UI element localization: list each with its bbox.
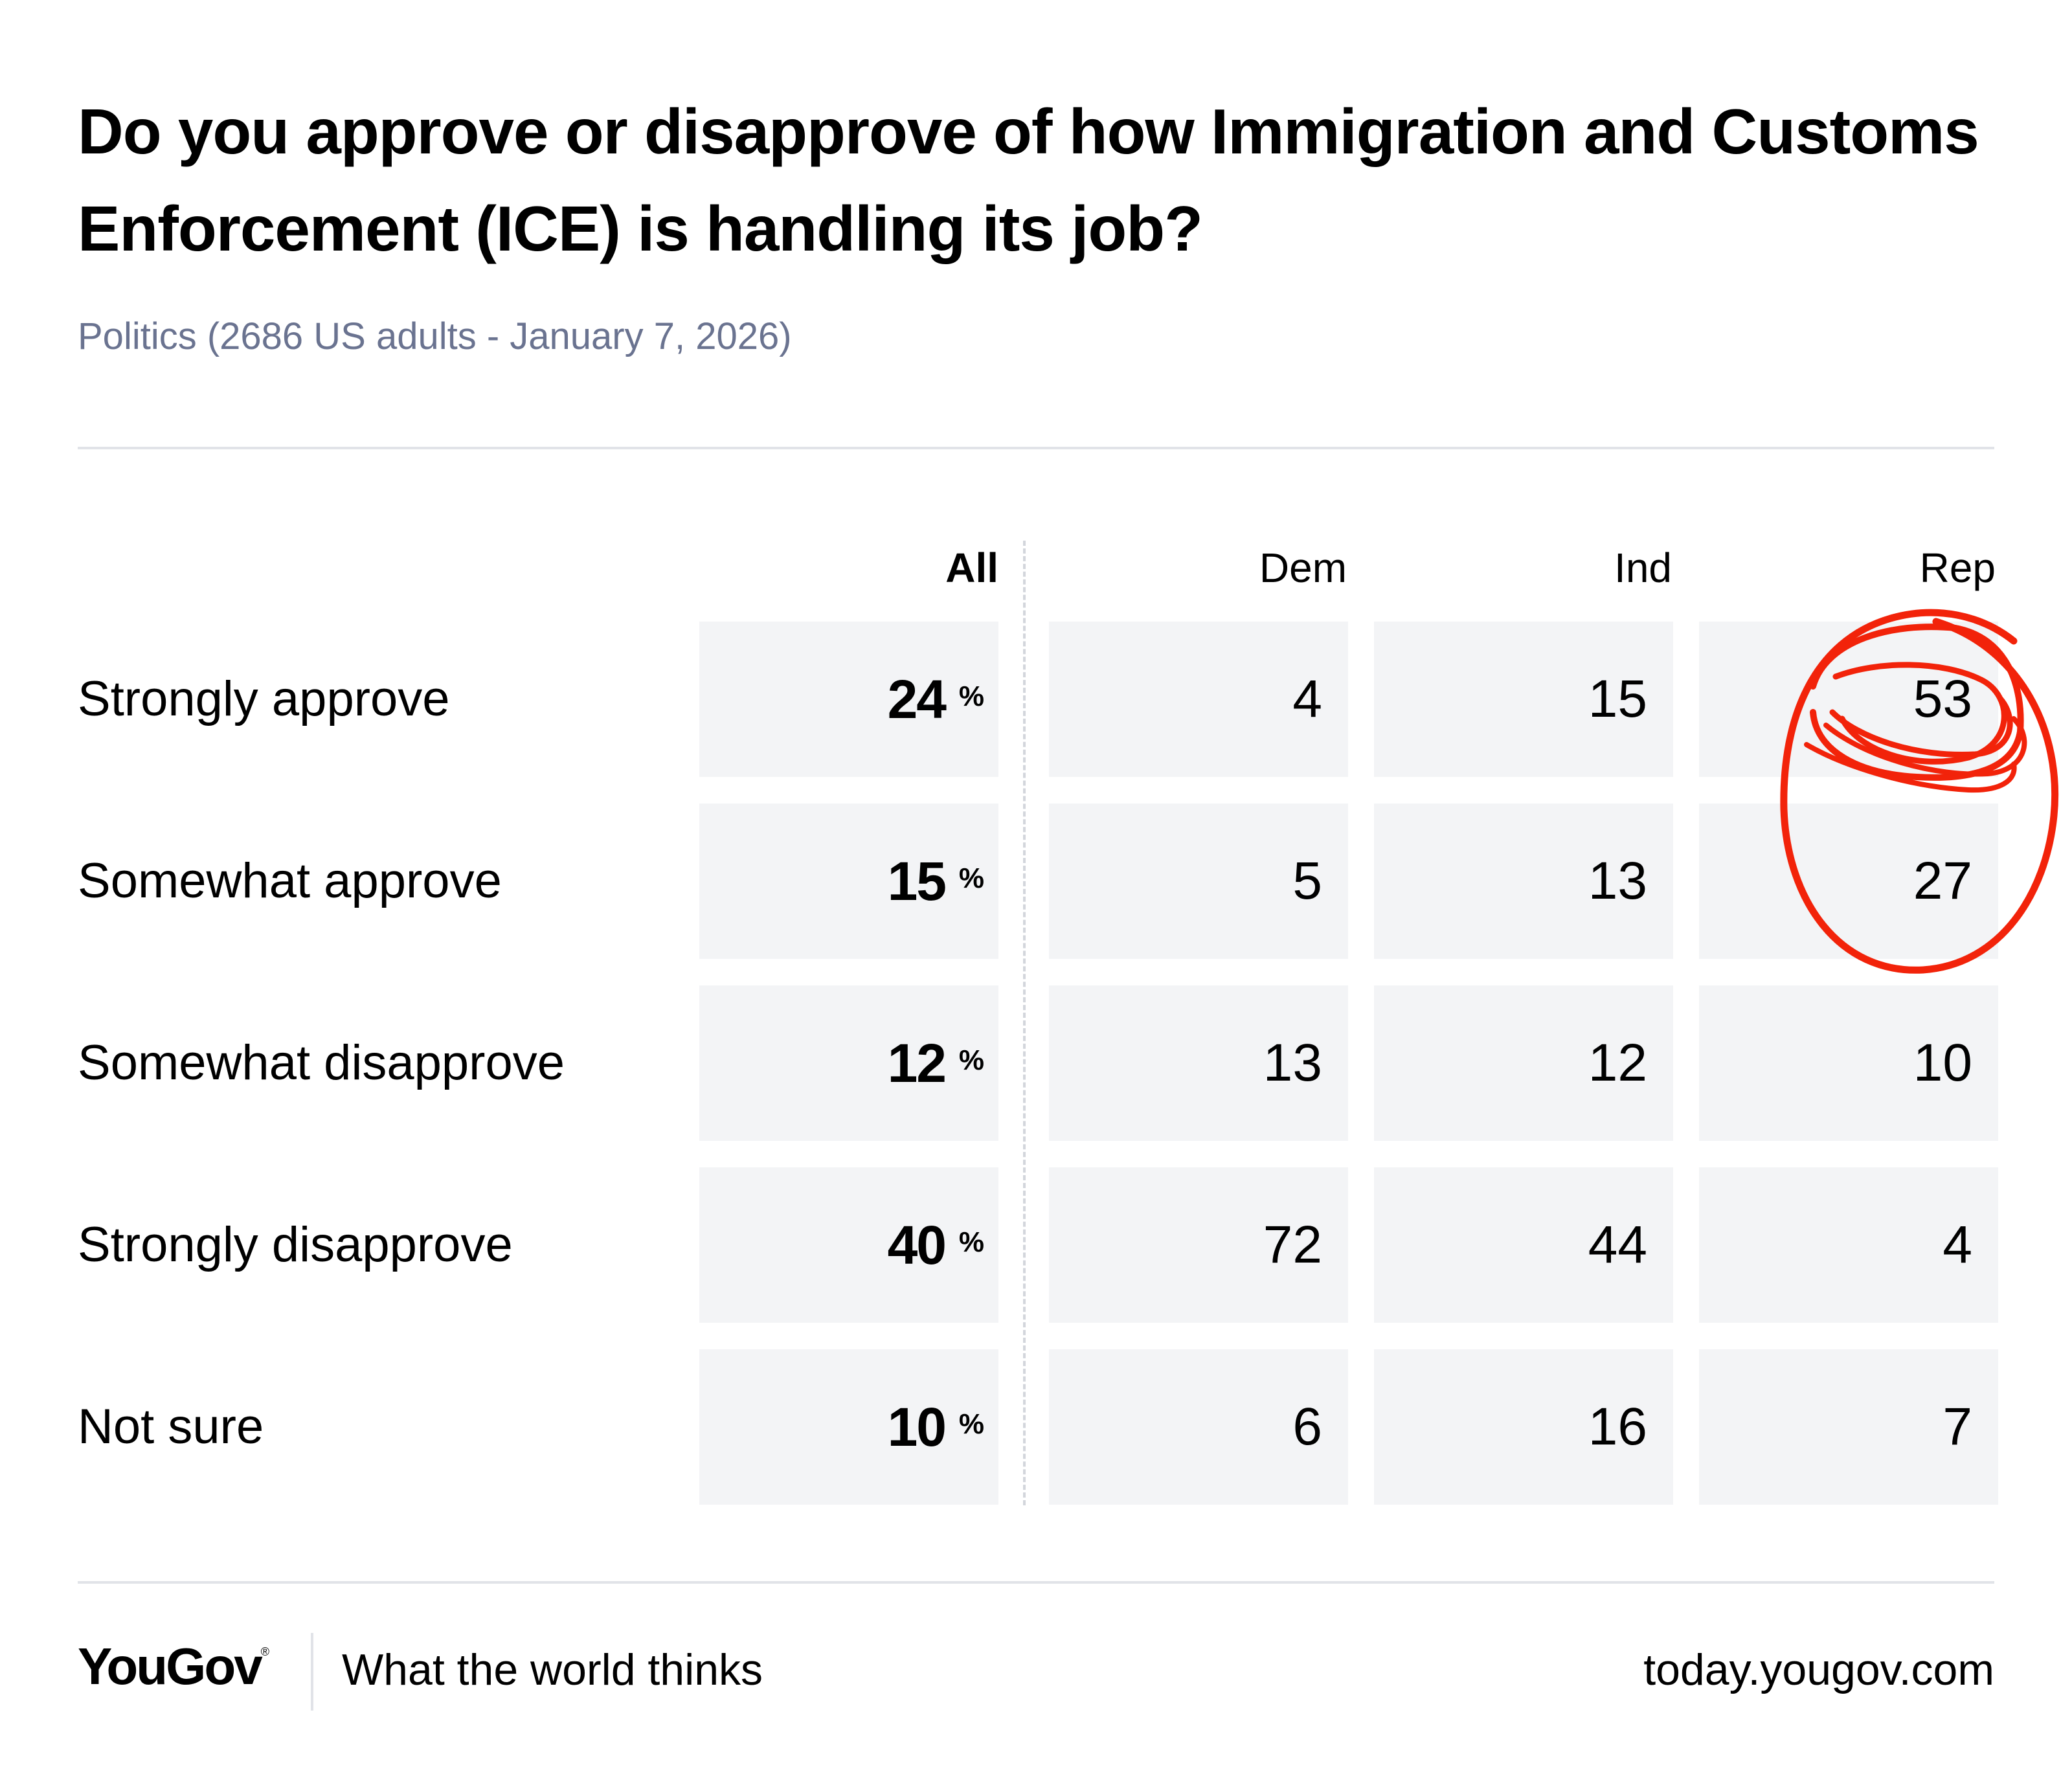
cell-rep: 4 bbox=[1699, 1167, 1998, 1323]
cell-value: 16 bbox=[1588, 1397, 1647, 1456]
cell-value: 24 bbox=[887, 669, 947, 730]
cell-value: 10 bbox=[1913, 1033, 1972, 1092]
cell-ind: 16 bbox=[1374, 1349, 1673, 1505]
cell-dem: 5 bbox=[1049, 804, 1348, 959]
row-label: Strongly disapprove bbox=[78, 1217, 513, 1272]
cell-all: 15% bbox=[699, 804, 998, 959]
top-divider bbox=[78, 447, 1994, 449]
yougov-logo[interactable]: YouGov® bbox=[78, 1637, 269, 1696]
footer-separator bbox=[311, 1633, 313, 1711]
row-label: Strongly approve bbox=[78, 671, 450, 726]
cell-rep: 7 bbox=[1699, 1349, 1998, 1505]
cell-ind: 15 bbox=[1374, 622, 1673, 777]
cell-value: 15 bbox=[887, 851, 947, 912]
cell-value: 4 bbox=[1292, 669, 1322, 728]
percent-sign: % bbox=[958, 680, 984, 712]
cell-all: 24% bbox=[699, 622, 998, 777]
site-link[interactable]: today.yougov.com bbox=[1643, 1645, 1994, 1694]
cell-value: 5 bbox=[1292, 851, 1322, 910]
cell-value: 4 bbox=[1942, 1215, 1972, 1274]
cell-value: 10 bbox=[887, 1397, 947, 1457]
cell-value: 40 bbox=[887, 1215, 947, 1276]
column-header-dem: Dem bbox=[1259, 545, 1347, 591]
cell-ind: 12 bbox=[1374, 985, 1673, 1141]
cell-rep: 27 bbox=[1699, 804, 1998, 959]
cell-value: 13 bbox=[1588, 851, 1647, 910]
row-label: Somewhat disapprove bbox=[78, 1035, 565, 1090]
bottom-divider bbox=[78, 1581, 1994, 1584]
chart-title: Do you approve or disapprove of how Immi… bbox=[78, 96, 1979, 264]
column-header-all: All bbox=[945, 545, 998, 591]
cell-rep: 10 bbox=[1699, 985, 1998, 1141]
cell-value: 13 bbox=[1263, 1033, 1322, 1092]
tagline: What the world thinks bbox=[342, 1645, 763, 1694]
cell-all: 10% bbox=[699, 1349, 998, 1505]
chart-subtitle: Politics (2686 US adults - January 7, 20… bbox=[78, 315, 792, 357]
percent-sign: % bbox=[958, 1408, 984, 1440]
all-column-divider bbox=[1023, 541, 1026, 1505]
cell-value: 15 bbox=[1588, 669, 1647, 728]
cell-dem: 72 bbox=[1049, 1167, 1348, 1323]
cell-all: 12% bbox=[699, 985, 998, 1141]
percent-sign: % bbox=[958, 862, 984, 894]
cell-value: 44 bbox=[1588, 1215, 1647, 1274]
cell-ind: 44 bbox=[1374, 1167, 1673, 1323]
cell-value: 12 bbox=[887, 1033, 947, 1094]
column-header-rep: Rep bbox=[1919, 545, 1996, 591]
cell-dem: 4 bbox=[1049, 622, 1348, 777]
cell-value: 72 bbox=[1263, 1215, 1322, 1274]
cell-dem: 13 bbox=[1049, 985, 1348, 1141]
cell-rep: 53 bbox=[1699, 622, 1998, 777]
percent-sign: % bbox=[958, 1044, 984, 1076]
percent-sign: % bbox=[958, 1226, 984, 1258]
registered-mark: ® bbox=[260, 1645, 270, 1658]
row-label: Not sure bbox=[78, 1399, 264, 1454]
row-label: Somewhat approve bbox=[78, 853, 502, 908]
cell-ind: 13 bbox=[1374, 804, 1673, 959]
cell-all: 40% bbox=[699, 1167, 998, 1323]
cell-value: 12 bbox=[1588, 1033, 1647, 1092]
cell-value: 53 bbox=[1913, 669, 1972, 728]
column-header-ind: Ind bbox=[1614, 545, 1672, 591]
brand-name: YouGov bbox=[78, 1637, 263, 1695]
cell-dem: 6 bbox=[1049, 1349, 1348, 1505]
cell-value: 27 bbox=[1913, 851, 1972, 910]
cell-value: 6 bbox=[1292, 1397, 1322, 1456]
cell-value: 7 bbox=[1942, 1397, 1972, 1456]
